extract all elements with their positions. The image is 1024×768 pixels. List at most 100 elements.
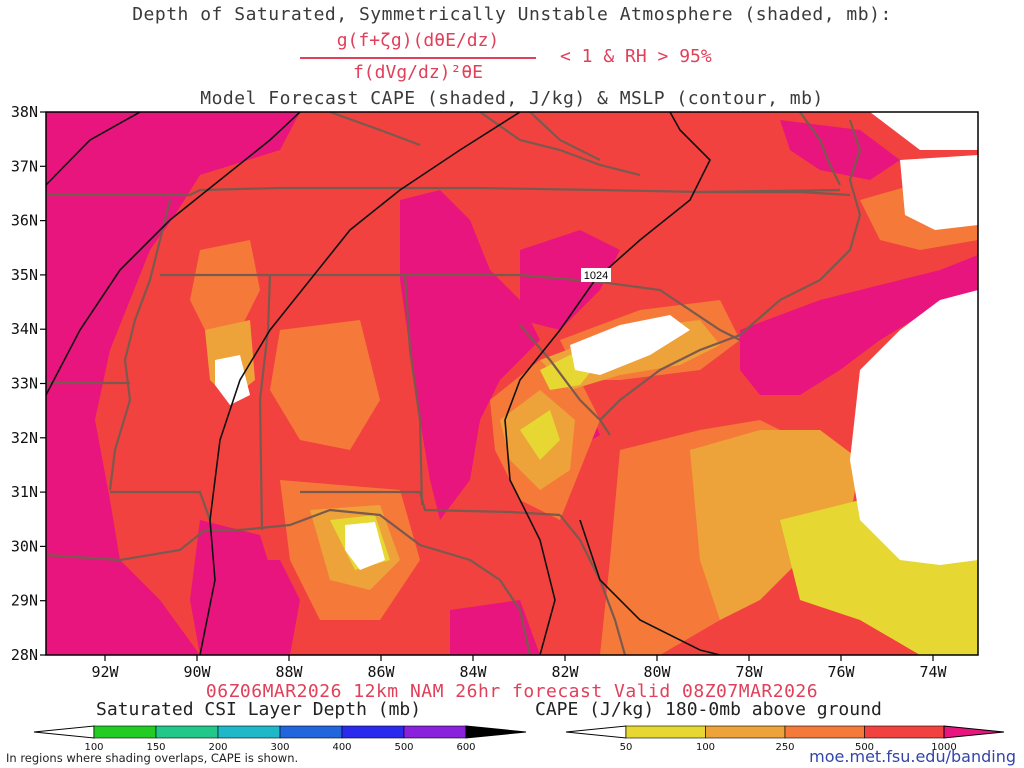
formula-denominator: f(dVg/dz)²θE: [352, 62, 484, 83]
lon-label: 80W: [643, 663, 671, 681]
cape-shade-gold-atl: [690, 430, 860, 620]
lat-label: 33N: [11, 375, 38, 393]
lon-label: 78W: [735, 663, 763, 681]
colorbar-segment: [93, 725, 157, 739]
lat-label: 31N: [11, 483, 38, 501]
cape-shade-white-atl: [850, 290, 978, 565]
colorbar-segment: [403, 725, 467, 739]
lon-label: 90W: [183, 663, 211, 681]
cape-shade-yellow-ga: [520, 410, 560, 460]
lat-label: 35N: [11, 266, 38, 284]
lon-label: 74W: [919, 663, 947, 681]
cape-colorbar: 50 100 250 500 1000: [565, 725, 1005, 753]
lat-label: 36N: [11, 212, 38, 230]
border-nc-sc: [599, 280, 741, 341]
lon-label: 82W: [551, 663, 579, 681]
lon-label: 92W: [91, 663, 119, 681]
coast-chesapeake: [799, 112, 841, 186]
colorbar-segment: [217, 725, 281, 739]
formula-numerator: g(f+ζg)(dθE/dz): [336, 30, 500, 51]
cape-shade-magenta-ne: [780, 120, 900, 180]
mslp-isobars: [46, 112, 721, 655]
cape-shade-orange-ms: [190, 240, 260, 340]
isobar-east: [579, 519, 721, 655]
isobar-label-box: [581, 268, 611, 282]
formula-fraction-bar: [300, 57, 536, 59]
overlap-footnote: In regions where shading overlaps, CAPE …: [6, 751, 299, 765]
border-oh: [329, 112, 421, 147]
colorbar-label: 300: [270, 742, 289, 753]
cape-colorbar-title: CAPE (J/kg) 180-0mb above ground: [535, 699, 882, 720]
colorbar-segment: [705, 725, 786, 739]
csi-colorbar: 100 150 200 300 400 500 600: [33, 725, 527, 753]
colorbar-label: 500: [855, 742, 874, 753]
cape-shade-yellow-atl: [780, 500, 978, 655]
colorbar-segment: [279, 725, 343, 739]
state-borders: [46, 112, 862, 655]
colorbar-segment: [864, 725, 945, 739]
coast-gulf: [46, 508, 532, 655]
colorbar-left-arrow: [565, 725, 627, 739]
lat-axis: 38N 37N 36N 35N 34N 33N 32N 31N 30N 29N 28N: [11, 103, 46, 664]
colorbar-label: 400: [332, 742, 351, 753]
cape-shade-white-ne2: [870, 112, 978, 150]
border-la-ms: [110, 490, 212, 521]
border-ga-sc: [519, 324, 611, 436]
csi-colorbar-title: Saturated CSI Layer Depth (mb): [96, 699, 422, 720]
lon-label: 86W: [367, 663, 395, 681]
isobar-central: [46, 112, 301, 396]
colorbar-label: 600: [456, 742, 475, 753]
border-ky-wv: [529, 112, 601, 161]
colorbar-label: 50: [620, 742, 633, 753]
cape-shade-magenta-central: [400, 190, 540, 520]
lon-label: 84W: [459, 663, 487, 681]
colorbar-segment: [155, 725, 219, 739]
cape-shade-white-sc: [570, 315, 690, 375]
border-ms-river: [108, 199, 172, 491]
cape-shade-magenta-spot2: [450, 600, 540, 655]
cape-shade-white-ne: [900, 155, 978, 230]
colorbar-segment: [625, 725, 706, 739]
lat-label: 32N: [11, 429, 38, 447]
forecast-valid-line: 06Z06MAR2026 12km NAM 26hr forecast Vali…: [205, 681, 819, 702]
colorbar-label: 100: [696, 742, 715, 753]
formula-condition: < 1 & RH > 95%: [560, 46, 712, 67]
cape-shade-white-ms: [215, 355, 250, 405]
cape-shade-white-fl: [345, 522, 385, 570]
lat-label: 37N: [11, 157, 38, 175]
lon-label: 88W: [275, 663, 303, 681]
lat-label: 34N: [11, 320, 38, 338]
lat-label: 28N: [11, 646, 38, 664]
cape-shade-magenta-west: [46, 112, 300, 655]
lat-label: 30N: [11, 537, 38, 555]
isobar-1024: [504, 112, 711, 655]
colorbar-label: 500: [394, 742, 413, 753]
border-va-nc: [700, 190, 851, 197]
isobar-long-1: [199, 112, 521, 655]
colorbar-left-arrow: [33, 725, 95, 739]
border-ky-tn: [46, 186, 841, 197]
colorbar-segment: [784, 725, 865, 739]
cape-shade-magenta-east: [230, 560, 300, 655]
border-ms-al: [258, 274, 272, 531]
colorbar-label: 200: [208, 742, 227, 753]
cape-shading: [46, 112, 978, 655]
lat-label: 38N: [11, 103, 38, 121]
lat-label: 29N: [11, 592, 38, 610]
cape-shade-magenta-gulfstream: [740, 255, 978, 395]
isobar-west: [46, 112, 141, 186]
border-tn-south: [160, 273, 601, 284]
border-al-ga: [403, 274, 424, 506]
lon-label: 76W: [827, 663, 855, 681]
chart-title-line3: Model Forecast CAPE (shaded, J/kg) & MSL…: [200, 88, 824, 109]
isobar-label: 1024: [584, 270, 608, 282]
colorbar-label: 250: [775, 742, 794, 753]
border-wv: [479, 112, 641, 177]
source-url-link[interactable]: moe.met.fsu.edu/banding: [809, 747, 1016, 766]
colorbar-label: 150: [146, 742, 165, 753]
colorbar-right-arrow: [465, 725, 527, 739]
coast-atlantic: [599, 119, 862, 421]
colorbar-label: 100: [84, 742, 103, 753]
colorbar-segment: [341, 725, 405, 739]
